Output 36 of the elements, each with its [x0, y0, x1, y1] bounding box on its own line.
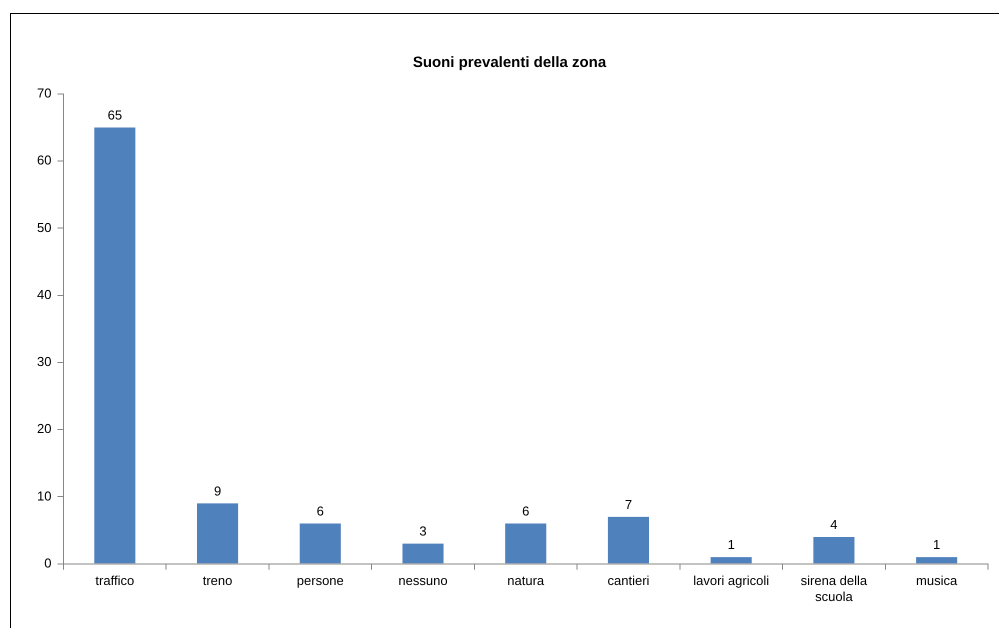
x-tick-label: persone	[296, 573, 344, 588]
y-tick-label: 70	[36, 86, 52, 101]
x-tick-label: cantieri	[607, 573, 650, 588]
x-tick-label: nessuno	[398, 573, 448, 588]
data-label: 65	[108, 108, 122, 123]
bar	[197, 503, 238, 564]
bar	[402, 544, 444, 564]
data-label: 3	[419, 524, 427, 539]
x-tick-label: treno	[202, 573, 232, 588]
x-tick-label: lavori agricoli	[693, 573, 770, 588]
data-label: 6	[316, 504, 324, 519]
bar	[608, 516, 649, 564]
data-label: 4	[830, 517, 838, 532]
y-tick-label: 60	[36, 152, 52, 168]
bar	[505, 524, 546, 564]
data-label: 6	[522, 504, 530, 519]
y-tick-label: 50	[36, 220, 52, 235]
chart-title: Suoni prevalenti della zona	[412, 54, 607, 72]
y-tick-label: 20	[36, 421, 52, 436]
x-tick-label: traffico	[95, 573, 134, 588]
y-tick-label: 30	[36, 354, 52, 370]
data-label: 7	[624, 496, 632, 512]
bar	[94, 128, 136, 564]
bar	[710, 557, 752, 564]
x-tick-label: musica	[916, 573, 958, 588]
bar	[300, 524, 341, 564]
x-tick-label: sirena della scuola	[800, 573, 868, 604]
x-tick-label: natura	[507, 573, 545, 588]
data-label: 1	[933, 537, 940, 552]
bar	[813, 536, 854, 564]
y-tick-label: 10	[36, 488, 52, 504]
data-label: 1	[728, 537, 735, 552]
y-tick-label: 0	[44, 555, 52, 570]
y-tick-label: 40	[36, 286, 52, 302]
data-label: 9	[214, 483, 222, 498]
bar	[916, 557, 958, 564]
